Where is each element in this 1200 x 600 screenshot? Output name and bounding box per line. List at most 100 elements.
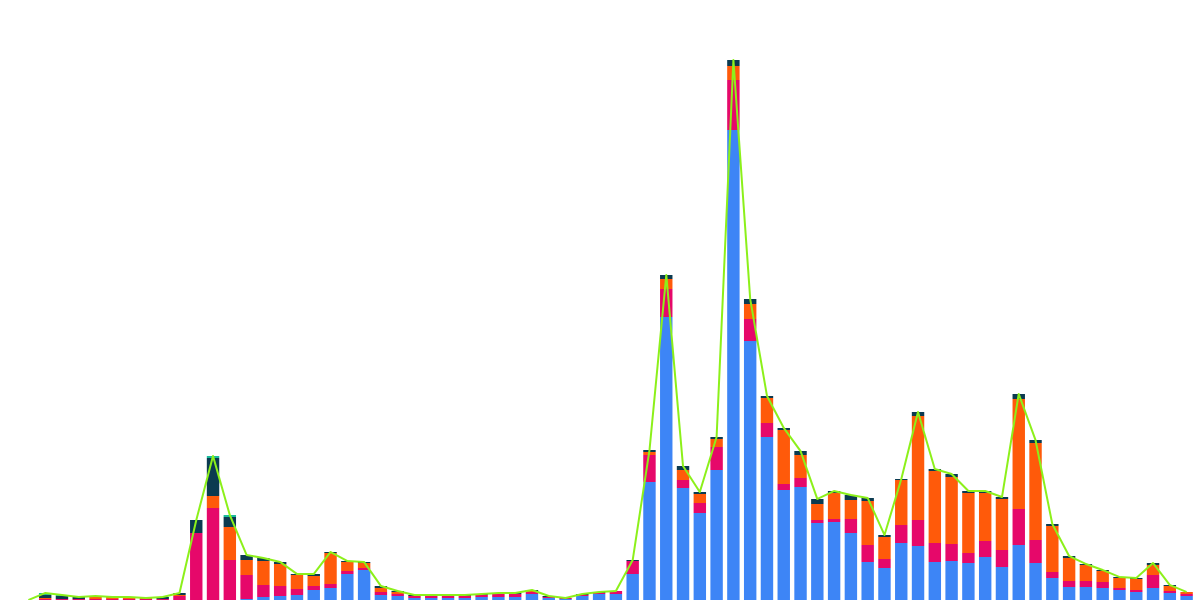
bar-segment [1029, 563, 1042, 600]
bar-segment [844, 500, 858, 519]
bar-segment [710, 447, 723, 470]
bar-segment [458, 598, 472, 600]
bar-segment [1180, 594, 1193, 596]
bar-segment [408, 598, 421, 600]
bar-segment [525, 592, 539, 594]
bar-segment [425, 598, 438, 600]
bar-segment [945, 477, 958, 544]
bar-segment [760, 423, 774, 437]
bar-segment [693, 492, 707, 494]
bar-segment [1029, 540, 1042, 563]
bar-segment [1029, 443, 1042, 540]
bar-segment [777, 490, 790, 600]
bar-segment [72, 597, 85, 599]
bar-segment [878, 568, 891, 600]
bar-segment [542, 598, 555, 600]
bar-segment [676, 466, 690, 470]
bar-segment [475, 595, 488, 597]
bar-segment [1130, 590, 1143, 592]
bar-segment [710, 470, 723, 600]
bar-segment [743, 341, 757, 600]
bar-segment [508, 594, 522, 597]
bar-segment [743, 319, 757, 341]
bar-segment [995, 499, 1009, 550]
bar-segment [995, 550, 1009, 567]
bar-segment [257, 597, 270, 600]
bar-segment [1163, 586, 1177, 591]
bar-segment [391, 596, 404, 600]
bar-segment [542, 597, 555, 598]
bar-segment [1130, 592, 1143, 600]
bar-segment [827, 493, 841, 519]
bar-segment [391, 594, 404, 596]
bar-segment [978, 493, 992, 541]
bar-segment [945, 544, 958, 561]
bar-segment [206, 508, 220, 600]
bar-segment [257, 558, 270, 561]
bar-segment [257, 561, 270, 585]
bar-segment [693, 494, 707, 503]
bar-segment [928, 543, 942, 562]
bar-segment [240, 560, 253, 575]
bar-segment [38, 595, 52, 598]
bar-segment [1113, 588, 1126, 590]
bar-segment [190, 533, 203, 600]
bar-segment [609, 591, 623, 594]
bar-segment [391, 592, 404, 594]
bar-segment [928, 471, 942, 543]
bar-segment [273, 564, 287, 586]
bar-segment [576, 595, 589, 596]
bar-segment [341, 571, 354, 574]
bar-segment [55, 596, 69, 599]
bar-segment [811, 499, 824, 504]
bar-segment [1046, 578, 1059, 600]
bar-segment [1012, 399, 1025, 509]
bar-segment [1079, 565, 1093, 581]
bar-segment [441, 596, 455, 598]
bar-segment [1062, 581, 1076, 587]
bar-segment [307, 590, 320, 600]
bar-segment [878, 559, 891, 568]
bar-segment [676, 488, 690, 600]
bar-segment [895, 480, 908, 525]
bar-segment [1012, 509, 1025, 545]
bar-segment [324, 584, 337, 588]
bar-segment [844, 495, 858, 500]
bar-segment [173, 596, 186, 600]
bar-segment [693, 513, 707, 600]
bar-segment [995, 497, 1009, 499]
bar-segment [1012, 545, 1025, 600]
bar-segment [911, 520, 925, 546]
bar-segment [492, 594, 505, 597]
bar-segment [1113, 590, 1126, 600]
bar-segment [777, 430, 790, 484]
bar-segment [240, 575, 253, 599]
bar-segment [206, 496, 220, 508]
bar-segment [1163, 593, 1177, 600]
bar-segment [1046, 572, 1059, 578]
bar-segment [508, 597, 522, 600]
bar-segment [374, 588, 388, 592]
bar-segment [1096, 582, 1109, 588]
bar-segment [1180, 596, 1193, 600]
bar-segment [1079, 587, 1093, 600]
bar-segment [710, 439, 723, 447]
bar-segment [576, 596, 589, 600]
bar-segment [223, 560, 237, 600]
bar-segment [374, 595, 388, 600]
bar-segment [676, 480, 690, 488]
bar-segment [693, 503, 707, 513]
bar-segment [341, 562, 354, 571]
bar-segment [794, 487, 807, 600]
bar-segment [1163, 591, 1177, 593]
bar-segment [878, 535, 891, 537]
bar-segment [827, 522, 841, 600]
bar-segment [475, 597, 488, 600]
bar-segment [827, 519, 841, 522]
bar-segment [962, 553, 975, 563]
bar-segment [290, 595, 304, 600]
bar-segment [643, 482, 656, 600]
bar-segment [592, 593, 606, 594]
